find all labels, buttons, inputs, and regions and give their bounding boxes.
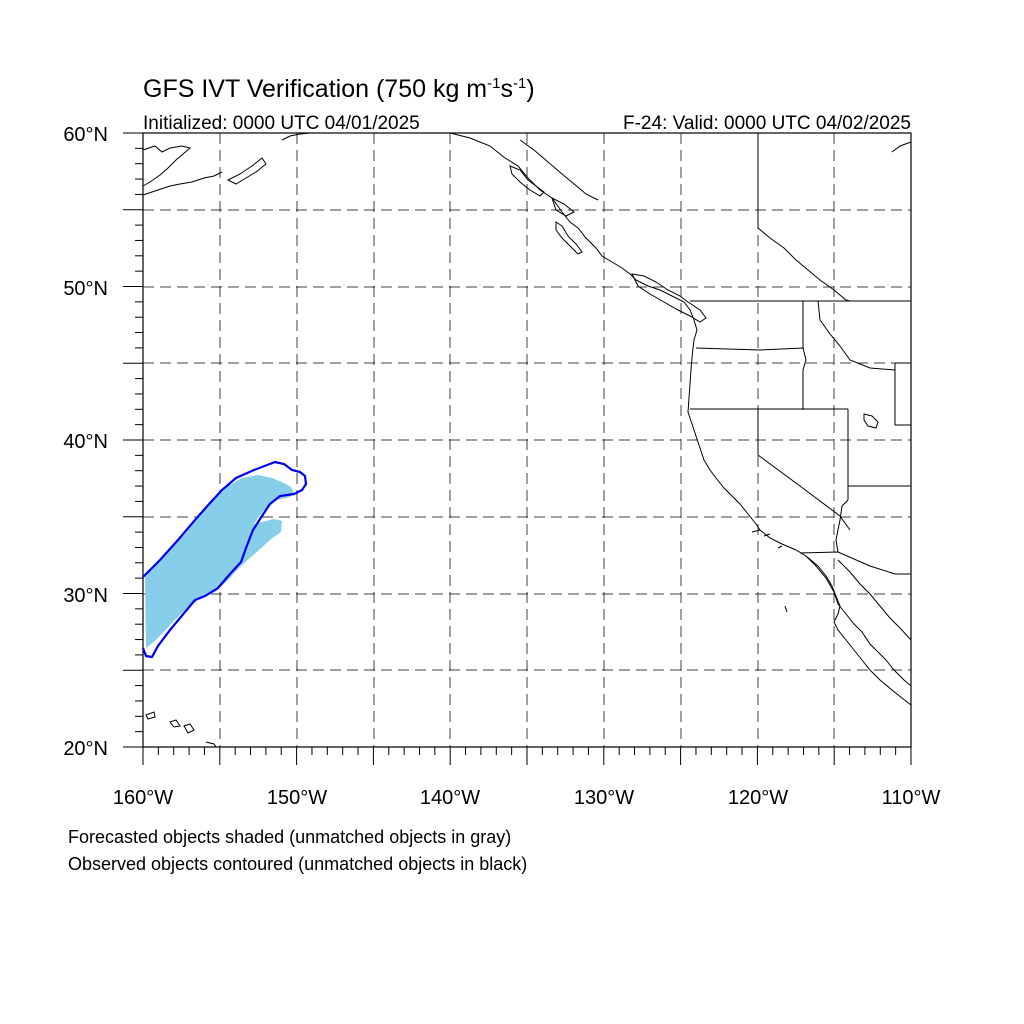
bc-alberta-border (757, 227, 851, 302)
init-time-label: Initialized: 0000 UTC 04/01/2025 (143, 113, 420, 134)
lat-label-30n: 30°N (63, 585, 108, 607)
alaska-peninsula-coast (142, 145, 192, 187)
lat-label-40n: 40°N (63, 431, 108, 453)
coastlines (142, 132, 912, 748)
figure-title: GFS IVT Verification (750 kg m-1s-1) (143, 75, 535, 103)
alaska-panhandle-islands (509, 165, 575, 217)
valid-time-label: F-24: Valid: 0000 UTC 04/02/2025 (623, 113, 911, 134)
axis-ticks (123, 132, 912, 765)
channel-islands (751, 529, 788, 613)
great-salt-lake (863, 413, 879, 429)
lat-label-50n: 50°N (63, 278, 108, 300)
vancouver-island (631, 273, 707, 323)
lon-label-110w: 110°W (882, 787, 941, 809)
lon-label-150w: 150°W (267, 787, 327, 809)
lon-label-120w: 120°W (728, 787, 788, 809)
canada-coast-fragment (891, 141, 912, 153)
forecast-object-shaded (145, 475, 294, 648)
political-borders (519, 133, 911, 575)
gridlines (143, 133, 911, 747)
washington-oregon-border (695, 347, 805, 351)
observed-object-contour (141, 460, 308, 659)
aleutian-coast (142, 171, 223, 196)
montana-idaho-border (817, 300, 896, 371)
footnote-forecast: Forecasted objects shaded (unmatched obj… (68, 827, 511, 847)
alaska-gulf-coast (281, 132, 311, 141)
us-mexico-border (799, 551, 911, 575)
map-plot-area (123, 132, 912, 765)
arizona-california-border (835, 499, 849, 553)
baja-california-coast (805, 555, 912, 687)
hawaii-islands (145, 711, 217, 748)
lat-label-60n: 60°N (63, 124, 108, 146)
kodiak-island (226, 157, 267, 185)
lat-label-20n: 20°N (63, 738, 108, 760)
longitude-labels: 160°W 150°W 140°W 130°W 120°W 110°W (113, 787, 941, 809)
lon-label-140w: 140°W (420, 787, 480, 809)
lon-label-160w: 160°W (113, 787, 173, 809)
gulf-of-california-coast (837, 559, 912, 641)
alaska-bc-border (519, 139, 599, 201)
latitude-labels: 60°N 50°N 40°N 30°N 20°N (63, 124, 108, 760)
wyoming-border (894, 362, 911, 426)
bc-panhandle-coast (449, 132, 912, 706)
idaho-west-border (802, 301, 807, 410)
haida-gwaii (555, 221, 583, 255)
lon-label-130w: 130°W (574, 787, 634, 809)
footnote-observed: Observed objects contoured (unmatched ob… (68, 854, 527, 874)
california-nevada-border (757, 409, 851, 531)
